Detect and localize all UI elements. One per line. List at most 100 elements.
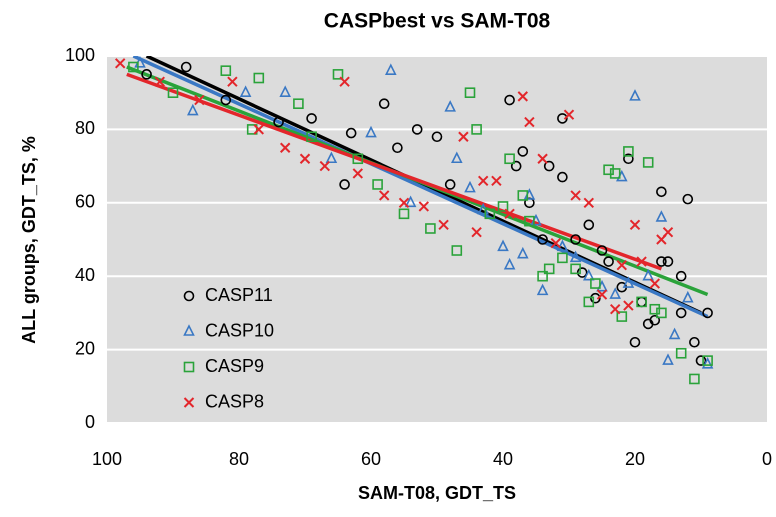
legend-marker — [183, 324, 195, 336]
legend-marker — [183, 361, 195, 373]
point — [675, 347, 687, 359]
point — [517, 246, 529, 259]
point — [702, 307, 713, 319]
point — [339, 76, 350, 87]
point — [623, 146, 634, 157]
point — [583, 219, 595, 231]
point — [557, 171, 568, 183]
point — [114, 58, 126, 69]
point — [622, 276, 635, 288]
point — [438, 219, 449, 231]
y-tick-label: 40 — [75, 265, 95, 285]
point — [609, 168, 621, 179]
point — [576, 267, 588, 278]
x-tick-label: 0 — [762, 449, 772, 469]
point — [471, 226, 482, 238]
point — [682, 193, 694, 205]
point — [649, 278, 661, 289]
legend-label: CASP8 — [205, 391, 264, 411]
point — [398, 208, 410, 220]
point — [491, 175, 502, 186]
legend-marker — [183, 290, 195, 302]
point — [458, 131, 469, 142]
x-tick-label: 80 — [229, 449, 249, 469]
point — [616, 311, 628, 322]
point — [675, 270, 687, 282]
point — [464, 180, 476, 193]
point — [517, 190, 529, 201]
point — [583, 296, 595, 308]
point — [451, 245, 463, 256]
legend-marker — [183, 397, 195, 408]
point — [444, 179, 456, 190]
point — [319, 160, 331, 172]
point — [596, 245, 608, 256]
point — [332, 69, 344, 80]
point — [471, 124, 482, 135]
point — [642, 268, 654, 281]
point — [682, 290, 694, 303]
labels: 0 20 40 60 80 100 100 80 60 40 20 0 — [65, 45, 772, 469]
point — [497, 239, 509, 252]
y-tick-label: 20 — [75, 338, 95, 358]
point — [629, 89, 641, 101]
point — [609, 304, 621, 315]
point — [365, 125, 377, 138]
point — [629, 336, 641, 348]
point — [411, 124, 423, 135]
point — [167, 87, 179, 98]
point — [504, 153, 515, 165]
plot-area — [107, 56, 767, 423]
point — [504, 94, 515, 106]
point — [556, 239, 569, 252]
point — [306, 131, 317, 143]
point — [154, 76, 166, 87]
point — [524, 116, 535, 128]
point — [636, 296, 647, 308]
point — [398, 197, 410, 209]
point — [536, 283, 549, 296]
point — [299, 153, 311, 164]
point — [484, 208, 496, 220]
point — [570, 190, 581, 201]
point — [603, 256, 614, 267]
point — [239, 85, 252, 97]
point — [649, 303, 661, 315]
point — [497, 201, 509, 212]
y-tick-label: 100 — [65, 45, 95, 65]
point — [451, 151, 463, 164]
point — [616, 259, 628, 271]
point — [649, 314, 661, 326]
point — [345, 127, 357, 139]
point — [273, 116, 284, 128]
point — [306, 113, 317, 124]
point — [504, 208, 515, 220]
point — [253, 124, 265, 135]
point — [464, 87, 476, 98]
point — [372, 179, 383, 190]
point — [537, 234, 548, 245]
point — [293, 98, 304, 110]
x-tick-label: 60 — [361, 449, 381, 469]
point — [431, 131, 443, 143]
point — [339, 179, 350, 190]
point — [537, 153, 548, 164]
point — [524, 215, 535, 227]
points — [114, 56, 714, 385]
point — [444, 100, 456, 112]
point — [596, 289, 608, 300]
point — [543, 263, 555, 275]
legend: CASP11 CASP10 CASP9 CASP8 — [183, 285, 274, 411]
point — [570, 234, 581, 245]
point — [557, 252, 568, 264]
point — [517, 146, 529, 157]
point — [510, 160, 522, 172]
point — [404, 195, 417, 208]
point — [220, 94, 232, 106]
legend-label: CASP9 — [205, 356, 264, 376]
point — [425, 223, 436, 234]
point — [279, 85, 291, 97]
point — [695, 355, 707, 366]
point — [701, 356, 714, 369]
